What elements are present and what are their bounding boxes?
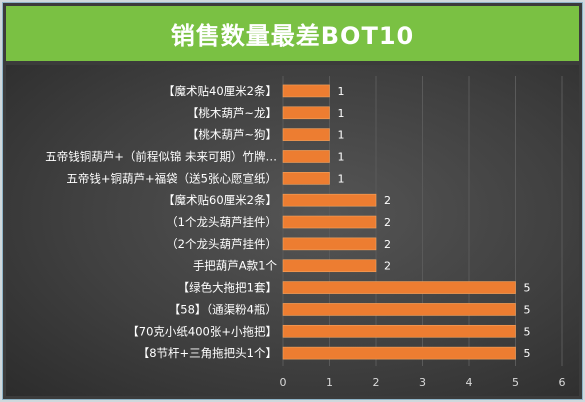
data-label: 1 (338, 129, 345, 142)
bar (282, 150, 330, 163)
data-label: 2 (384, 238, 391, 251)
x-tick-label: 1 (326, 376, 333, 389)
category-label: 五帝钱+铜葫芦+福袋（送5张心愿宣纸） (66, 171, 277, 185)
data-label: 5 (524, 347, 531, 360)
bar (282, 106, 330, 120)
category-label: 【70克小纸400张+小拖把】 (127, 324, 277, 338)
x-tick-label: 5 (512, 376, 519, 389)
bar (282, 281, 516, 294)
bar (282, 172, 330, 185)
data-label: 1 (338, 172, 345, 185)
bar (282, 259, 377, 273)
category-label: 手把葫芦A款1个 (193, 259, 278, 273)
category-label: 【绿色大拖把1套】 (178, 281, 277, 295)
data-label: 5 (524, 325, 531, 338)
chart-title: 销售数量最差BOT10 (170, 22, 415, 50)
data-label: 2 (384, 260, 391, 273)
x-tick-label: 0 (280, 376, 287, 389)
category-label: 【桃木葫芦~龙】 (187, 106, 277, 120)
bar (282, 324, 516, 338)
bar (282, 128, 330, 141)
bar (282, 84, 330, 98)
data-label: 1 (338, 85, 345, 98)
category-label: 【魔术贴60厘米2条】 (163, 193, 277, 207)
data-label: 2 (384, 216, 391, 229)
bar (282, 303, 516, 316)
data-label: 5 (524, 303, 531, 316)
x-tick-label: 4 (466, 376, 473, 389)
x-tick-label: 3 (419, 376, 426, 389)
category-label: 【魔术贴40厘米2条】 (163, 84, 277, 98)
bar (282, 215, 377, 229)
bar (282, 193, 377, 207)
category-label: 五帝钱铜葫芦+（前程似锦 未来可期）竹牌… (45, 149, 277, 163)
data-label: 2 (384, 194, 391, 207)
plot-area: 0 1 2 3 4 5 6 【魔术贴40厘米2条】 1 【桃木葫芦~龙】 1 【桃木葫芦~狗】 1 五帝钱… (6, 65, 579, 396)
data-label: 5 (524, 282, 531, 295)
category-label: 【桃木葫芦~狗】 (187, 128, 277, 142)
data-label: 1 (338, 107, 345, 120)
category-label: （1个龙头葫芦挂件） (166, 215, 277, 229)
category-label: 【58】（通渠粉4瓶） (169, 302, 277, 316)
x-tick-label: 2 (373, 376, 380, 389)
data-label: 1 (338, 150, 345, 163)
bar-chart: 0 1 2 3 4 5 6 【魔术贴40厘米2条】 1 【桃木葫芦~龙】 1 【桃木葫芦~狗】 1 五帝钱… (45, 76, 566, 389)
bar (282, 237, 377, 251)
title-bar: 销售数量最差BOT10 (6, 6, 579, 61)
bar (282, 346, 516, 360)
category-label: （2个龙头葫芦挂件） (166, 237, 277, 251)
x-tick-label: 6 (559, 376, 566, 389)
category-label: 【8节杆+三角拖把头1个】 (138, 346, 277, 360)
